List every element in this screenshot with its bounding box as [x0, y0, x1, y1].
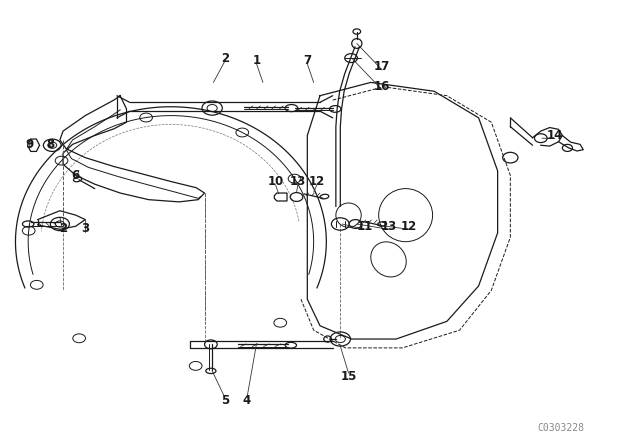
Text: 17: 17 [374, 60, 390, 73]
Text: 12: 12 [308, 176, 325, 189]
Text: 8: 8 [46, 138, 54, 151]
Text: 2: 2 [59, 222, 67, 235]
Text: 3: 3 [81, 222, 90, 235]
Text: 15: 15 [340, 370, 356, 383]
Text: 12: 12 [401, 220, 417, 233]
Text: 2: 2 [221, 52, 229, 65]
Text: 4: 4 [243, 395, 251, 408]
Text: 5: 5 [221, 395, 229, 408]
Text: C0303228: C0303228 [538, 422, 584, 432]
Text: 1: 1 [253, 54, 260, 67]
Text: 9: 9 [26, 138, 33, 151]
Text: 16: 16 [374, 80, 390, 93]
Text: 11: 11 [356, 220, 372, 233]
Text: 6: 6 [72, 169, 80, 182]
Text: 10: 10 [268, 176, 284, 189]
Text: 7: 7 [303, 54, 312, 67]
Text: 13: 13 [380, 220, 397, 233]
Text: 14: 14 [547, 129, 563, 142]
Text: 13: 13 [290, 176, 306, 189]
